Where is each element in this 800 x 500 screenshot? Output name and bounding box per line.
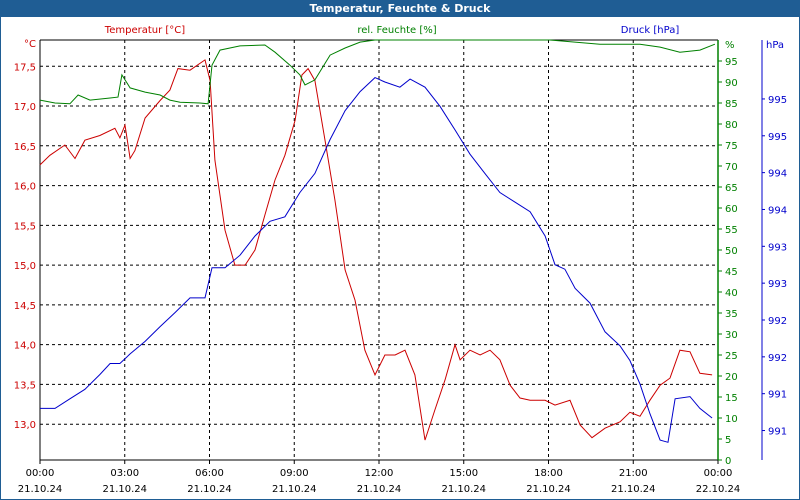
humidity-tick-label: 20 (725, 372, 738, 383)
pressure-tick-label: 994 (768, 169, 787, 180)
x-tick-time: 00:00 (704, 468, 733, 479)
pressure-tick-label: 993 (768, 242, 787, 253)
chart-title: Temperatur, Feuchte & Druck (0, 0, 800, 17)
x-tick-time: 00:00 (26, 468, 55, 479)
legend-temperature: Temperatur [°C] (104, 25, 185, 36)
x-tick-date: 21.10.24 (611, 484, 656, 495)
legend-pressure: Druck [hPa] (621, 25, 680, 36)
x-tick-date: 21.10.24 (357, 484, 402, 495)
pressure-tick-label: 991 (768, 390, 787, 401)
humidity-tick-label: 45 (725, 267, 738, 278)
x-tick-date: 21.10.24 (187, 484, 232, 495)
temperature-tick-label: 13,5 (14, 380, 36, 391)
humidity-tick-label: 40 (725, 288, 738, 299)
legend-humidity: rel. Feuchte [%] (357, 25, 436, 36)
humidity-tick-label: 85 (725, 99, 738, 110)
temperature-tick-label: 17,5 (14, 62, 36, 73)
humidity-tick-label: 70 (725, 162, 738, 173)
pressure-tick-label: 992 (768, 353, 787, 364)
humidity-tick-label: 55 (725, 225, 738, 236)
humidity-tick-label: 25 (725, 351, 738, 362)
humidity-tick-label: 5 (725, 435, 731, 446)
temperature-tick-label: 14,0 (14, 341, 36, 352)
x-tick-date: 21.10.24 (18, 484, 63, 495)
pressure-tick-label: 993 (768, 279, 787, 290)
humidity-tick-label: 60 (725, 204, 738, 215)
temperature-series-line (39, 59, 713, 441)
pressure-tick-label: 995 (768, 95, 787, 106)
humidity-tick-label: 80 (725, 120, 738, 131)
temperature-unit-label: °C (24, 39, 36, 50)
x-tick-time: 03:00 (110, 468, 139, 479)
x-tick-date: 21.10.24 (441, 484, 486, 495)
pressure-tick-label: 995 (768, 132, 787, 143)
humidity-tick-label: 15 (725, 393, 738, 404)
humidity-tick-label: 50 (725, 246, 738, 257)
temperature-tick-label: 14,5 (14, 301, 36, 312)
temperature-tick-label: 16,5 (14, 142, 36, 153)
temperature-tick-label: 15,0 (14, 261, 36, 272)
pressure-tick-label: 992 (768, 316, 787, 327)
pressure-tick-label: 994 (768, 205, 787, 216)
humidity-tick-label: 0 (725, 456, 731, 467)
pressure-tick-label: 991 (768, 427, 787, 438)
x-tick-date: 21.10.24 (272, 484, 317, 495)
humidity-series-line (39, 39, 716, 105)
x-tick-time: 18:00 (534, 468, 563, 479)
humidity-tick-label: 65 (725, 183, 738, 194)
humidity-unit-label: % (725, 40, 735, 51)
x-tick-time: 15:00 (449, 468, 478, 479)
x-tick-date: 22.10.24 (696, 484, 741, 495)
temperature-tick-label: 17,0 (14, 102, 36, 113)
x-tick-time: 09:00 (280, 468, 309, 479)
humidity-tick-label: 30 (725, 330, 738, 341)
temperature-tick-label: 15,5 (14, 221, 36, 232)
humidity-tick-label: 95 (725, 57, 738, 68)
pressure-series-line (40, 77, 713, 443)
x-tick-time: 21:00 (619, 468, 648, 479)
temperature-tick-label: 13,0 (14, 420, 36, 431)
pressure-unit-label: hPa (766, 40, 784, 51)
x-tick-time: 06:00 (195, 468, 224, 479)
x-tick-date: 21.10.24 (102, 484, 147, 495)
humidity-tick-label: 35 (725, 309, 738, 320)
humidity-tick-label: 10 (725, 414, 738, 425)
temperature-tick-label: 16,0 (14, 182, 36, 193)
humidity-tick-label: 90 (725, 78, 738, 89)
x-tick-time: 12:00 (365, 468, 394, 479)
humidity-tick-label: 75 (725, 141, 738, 152)
x-tick-date: 21.10.24 (526, 484, 571, 495)
